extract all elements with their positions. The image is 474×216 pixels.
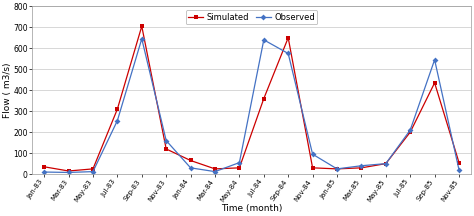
Simulated xyxy=(90,168,96,170)
Simulated xyxy=(432,82,438,84)
Observed xyxy=(456,169,462,171)
Observed xyxy=(237,161,242,164)
Observed xyxy=(383,162,389,165)
Legend: Simulated, Observed: Simulated, Observed xyxy=(186,10,318,24)
Simulated xyxy=(66,170,72,172)
Observed xyxy=(139,38,145,40)
Observed xyxy=(90,170,96,173)
Observed xyxy=(432,59,438,61)
Observed xyxy=(407,129,413,131)
Observed xyxy=(334,168,340,170)
Observed xyxy=(285,52,291,55)
Simulated xyxy=(407,131,413,133)
Simulated xyxy=(358,167,364,169)
Line: Observed: Observed xyxy=(42,37,461,175)
Simulated xyxy=(139,25,145,27)
Line: Simulated: Simulated xyxy=(42,24,461,173)
Observed xyxy=(212,170,218,173)
Simulated xyxy=(383,162,389,165)
Simulated xyxy=(237,167,242,169)
Simulated xyxy=(456,161,462,164)
Simulated xyxy=(285,37,291,39)
Simulated xyxy=(41,165,47,168)
Simulated xyxy=(334,168,340,170)
Observed xyxy=(164,139,169,142)
Y-axis label: Flow ( m3/s): Flow ( m3/s) xyxy=(3,62,12,118)
Observed xyxy=(261,38,267,41)
Observed xyxy=(66,171,72,174)
Simulated xyxy=(115,108,120,110)
Observed xyxy=(188,167,193,169)
Observed xyxy=(310,153,315,156)
Observed xyxy=(115,119,120,122)
Simulated xyxy=(261,97,267,100)
Simulated xyxy=(310,167,315,169)
Simulated xyxy=(212,168,218,170)
X-axis label: Time (month): Time (month) xyxy=(221,204,283,213)
Simulated xyxy=(188,159,193,162)
Observed xyxy=(41,171,47,173)
Simulated xyxy=(164,148,169,150)
Observed xyxy=(358,164,364,167)
